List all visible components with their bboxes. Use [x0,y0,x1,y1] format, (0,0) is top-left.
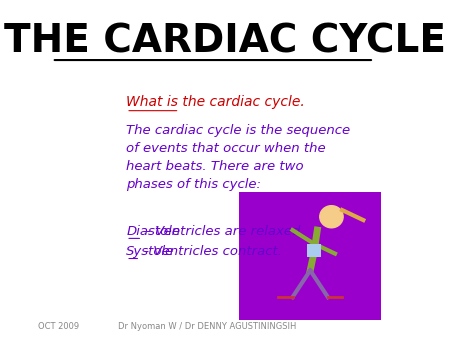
Text: THE CARDIAC CYCLE: THE CARDIAC CYCLE [4,23,446,61]
FancyBboxPatch shape [306,244,321,257]
FancyBboxPatch shape [239,192,381,320]
Text: Dr Nyoman W / Dr DENNY AGUSTININGSIH: Dr Nyoman W / Dr DENNY AGUSTININGSIH [118,322,297,331]
Text: Diastole: Diastole [126,224,180,238]
Circle shape [320,206,343,228]
Text: What is the cardiac cycle.: What is the cardiac cycle. [126,95,305,109]
Text: - Ventricles contract.: - Ventricles contract. [140,245,282,258]
Text: - Ventricles are relaxed.: - Ventricles are relaxed. [142,224,305,238]
Text: The cardiac cycle is the sequence
of events that occur when the
heart beats. The: The cardiac cycle is the sequence of eve… [126,124,350,191]
Text: Systole: Systole [126,245,175,258]
Text: OCT 2009: OCT 2009 [38,322,79,331]
